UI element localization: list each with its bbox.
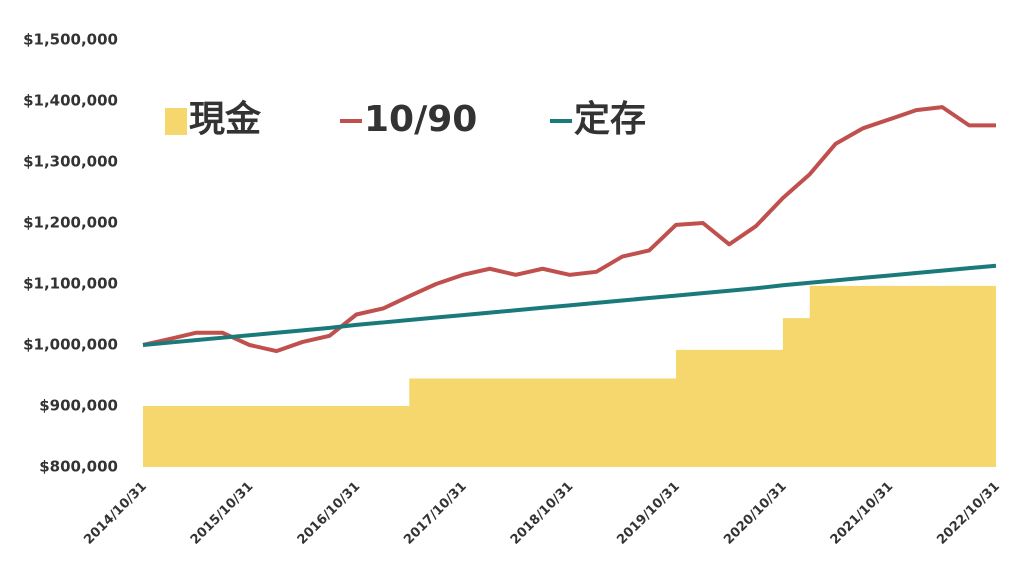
y-tick-label: $900,000: [39, 397, 118, 415]
y-tick-label: $1,300,000: [23, 153, 118, 171]
plot-area: [142, 105, 997, 467]
x-tick-label: 2016/10/31: [295, 479, 363, 547]
x-tick-label: 2019/10/31: [614, 479, 682, 547]
series-line: [142, 263, 997, 347]
x-tick-label: 2022/10/31: [934, 479, 1002, 547]
legend-swatch: [165, 108, 187, 135]
series-line: [142, 105, 996, 354]
x-tick-label: 2014/10/31: [81, 479, 149, 547]
x-tick-label: 2018/10/31: [508, 479, 576, 547]
x-tick-label: 2020/10/31: [721, 479, 789, 547]
legend-label: 定存: [574, 99, 646, 140]
y-tick-label: $1,400,000: [23, 92, 118, 110]
y-tick-label: $1,500,000: [23, 31, 118, 49]
x-tick-label: 2015/10/31: [188, 479, 256, 547]
legend: 現金 10/90 定存: [165, 98, 646, 140]
x-tick-label: 2021/10/31: [828, 479, 896, 547]
cash-area: [143, 285, 996, 467]
y-tick-label: $1,000,000: [23, 336, 118, 354]
y-tick-label: $800,000: [39, 458, 118, 476]
y-tick-label: $1,100,000: [23, 275, 118, 293]
legend-label: 10/90: [364, 99, 477, 140]
legend-label: 現金: [189, 98, 262, 140]
y-tick-label: $1,200,000: [23, 214, 118, 232]
x-tick-label: 2017/10/31: [401, 479, 469, 547]
